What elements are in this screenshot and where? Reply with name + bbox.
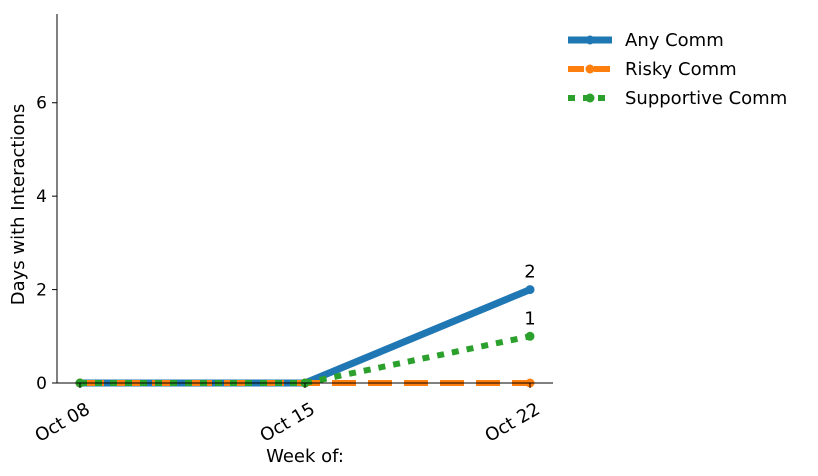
y-axis-title: Days with Interactions	[8, 104, 29, 306]
x-tick-label: Oct 15	[256, 399, 318, 447]
legend-marker	[585, 35, 595, 45]
chart-legend: Any Comm Risky Comm Supportive Comm	[568, 30, 787, 109]
legend-label: Risky Comm	[625, 59, 737, 80]
x-tick-label: Oct 08	[31, 399, 93, 447]
x-tick-label: Oct 22	[481, 399, 543, 447]
series-line	[80, 333, 531, 386]
series-supportive-comm: 1	[75, 308, 536, 388]
legend-label: Supportive Comm	[625, 88, 787, 109]
legend-item: Risky Comm	[568, 59, 737, 80]
data-point	[525, 285, 535, 295]
plot-area: 21	[75, 262, 536, 388]
legend-item: Supportive Comm	[568, 88, 787, 109]
x-axis-title: Week of:	[266, 446, 344, 467]
y-tick-label: 6	[36, 94, 47, 114]
data-label: 1	[524, 308, 535, 329]
y-tick-label: 0	[36, 374, 47, 394]
y-axis-ticks: 0 2 4 6	[36, 94, 57, 394]
series-line	[80, 286, 532, 387]
series-any-comm: 2	[75, 262, 536, 388]
legend-label: Any Comm	[625, 30, 724, 51]
legend-item: Any Comm	[568, 30, 724, 51]
data-point	[525, 331, 535, 341]
y-tick-label: 4	[36, 187, 47, 207]
x-axis-ticks: Oct 08 Oct 15 Oct 22	[31, 383, 544, 447]
data-label: 2	[524, 262, 535, 283]
legend-marker	[585, 64, 595, 74]
y-tick-label: 2	[36, 281, 47, 301]
legend-marker	[585, 93, 595, 103]
